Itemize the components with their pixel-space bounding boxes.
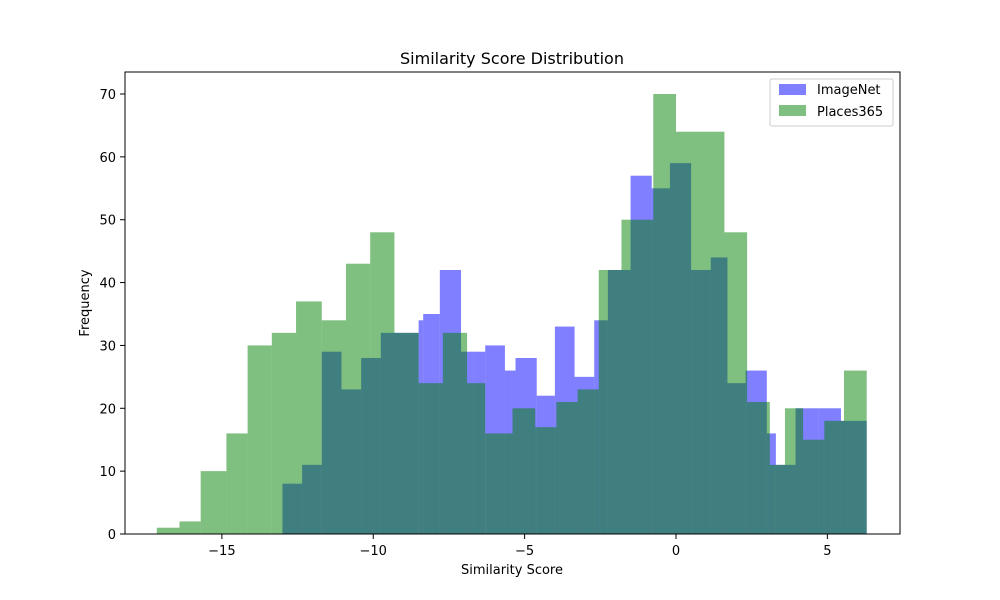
histogram-bar-places365-0 — [156, 527, 180, 534]
histogram-bar-places365-28 — [824, 420, 844, 534]
histogram-bar-places365-18 — [577, 389, 599, 534]
histogram-bar-places365-13 — [467, 383, 486, 534]
histogram-bar-places365-26 — [784, 408, 804, 534]
histogram-bar-places365-11 — [418, 383, 443, 534]
bars-layer — [156, 94, 867, 535]
y-tick-label: 60 — [99, 151, 116, 166]
x-tick-label: 0 — [672, 544, 680, 559]
histogram-bar-places365-23 — [724, 232, 748, 535]
histogram-bar-places365-19 — [598, 270, 622, 534]
x-tick-label: −10 — [360, 544, 387, 559]
histogram-bar-places365-14 — [485, 433, 513, 534]
x-axis-label: Similarity Score — [461, 563, 563, 578]
histogram-bar-places365-20 — [621, 219, 654, 534]
histogram-bar-places365-24 — [747, 402, 770, 534]
y-tick-label: 40 — [99, 277, 116, 292]
x-tick-label: −15 — [208, 544, 235, 559]
legend-swatch-imagenet — [779, 84, 806, 95]
y-axis-ticks: 0 10 20 30 40 50 60 70 — [99, 88, 125, 543]
x-axis-ticks: −15 −10 −5 0 5 — [208, 534, 831, 559]
legend-label-imagenet: ImageNet — [817, 83, 881, 98]
y-tick-label: 70 — [99, 88, 116, 103]
histogram-bar-places365-8 — [346, 263, 371, 534]
y-tick-label: 50 — [99, 214, 116, 229]
histogram-bar-places365-5 — [271, 332, 297, 534]
histogram-bar-places365-16 — [535, 427, 557, 534]
histogram-bar-places365-27 — [803, 439, 825, 534]
x-tick-label: 5 — [823, 544, 831, 559]
x-tick-label: −5 — [515, 544, 534, 559]
histogram-bar-places365-7 — [321, 320, 346, 534]
histogram-bar-places365-21 — [653, 94, 676, 534]
legend: ImageNet Places365 — [769, 78, 894, 127]
legend-label-places365: Places365 — [817, 105, 883, 120]
chart-title: Similarity Score Distribution — [400, 49, 624, 68]
histogram-bar-places365-22 — [675, 131, 725, 534]
histogram-bar-places365-12 — [442, 332, 468, 534]
histogram-bar-places365-9 — [370, 232, 395, 535]
histogram-bar-places365-1 — [179, 521, 201, 534]
histogram-bar-places365-10 — [394, 332, 419, 534]
y-tick-label: 30 — [99, 339, 116, 354]
histogram-bar-places365-4 — [247, 345, 272, 534]
histogram-bar-places365-3 — [226, 433, 248, 534]
y-tick-label: 0 — [108, 528, 116, 543]
y-axis-label: Frequency — [78, 269, 93, 336]
histogram-bar-places365-6 — [296, 301, 322, 534]
histogram-bar-places365-2 — [200, 471, 227, 534]
plot-frame — [124, 71, 901, 535]
histogram-bar-places365-25 — [769, 464, 785, 534]
histogram-bar-places365-17 — [556, 402, 578, 534]
histogram-bar-places365-29 — [843, 370, 867, 534]
y-tick-label: 10 — [99, 465, 116, 480]
y-tick-label: 20 — [99, 402, 116, 417]
legend-swatch-places365 — [779, 105, 806, 116]
histogram-bar-places365-15 — [512, 408, 536, 534]
